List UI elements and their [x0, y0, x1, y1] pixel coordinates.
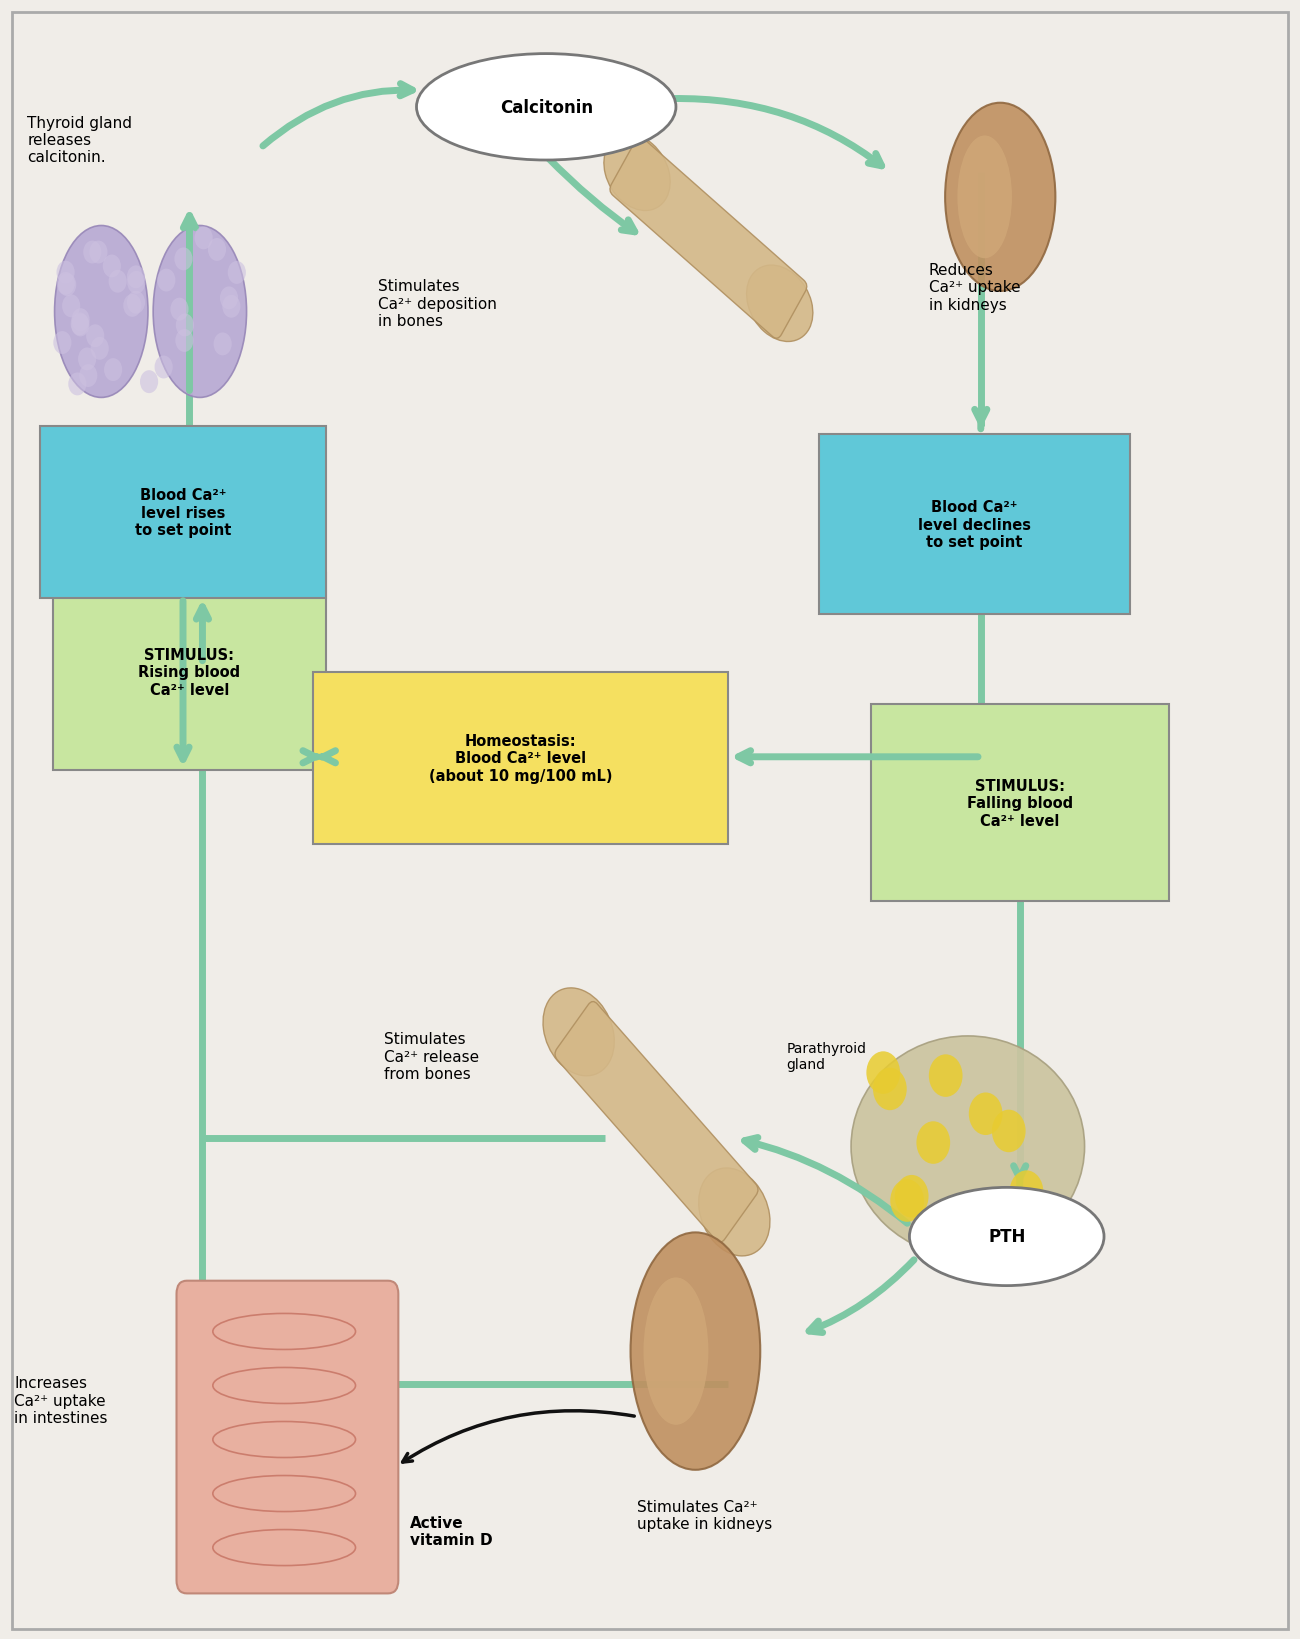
- Circle shape: [928, 1054, 962, 1096]
- Ellipse shape: [543, 988, 615, 1077]
- Ellipse shape: [957, 136, 1011, 259]
- Circle shape: [140, 370, 159, 393]
- Circle shape: [72, 310, 90, 333]
- Circle shape: [70, 313, 88, 336]
- Circle shape: [127, 292, 146, 315]
- Ellipse shape: [644, 1278, 708, 1424]
- Ellipse shape: [153, 226, 247, 398]
- Circle shape: [891, 1180, 924, 1223]
- Circle shape: [157, 269, 176, 292]
- Text: Active
vitamin D: Active vitamin D: [410, 1514, 493, 1547]
- Text: STIMULUS:
Falling blood
Ca²⁺ level: STIMULUS: Falling blood Ca²⁺ level: [967, 779, 1072, 828]
- Circle shape: [176, 329, 194, 352]
- Circle shape: [79, 365, 98, 388]
- FancyBboxPatch shape: [819, 434, 1130, 615]
- Ellipse shape: [698, 1169, 770, 1255]
- Ellipse shape: [55, 226, 148, 398]
- Circle shape: [109, 270, 126, 293]
- FancyBboxPatch shape: [177, 1282, 398, 1593]
- FancyBboxPatch shape: [555, 1001, 758, 1242]
- Ellipse shape: [910, 1188, 1104, 1287]
- Text: Increases
Ca²⁺ uptake
in intestines: Increases Ca²⁺ uptake in intestines: [14, 1375, 108, 1426]
- Ellipse shape: [604, 134, 671, 211]
- Circle shape: [992, 1110, 1026, 1152]
- Circle shape: [866, 1052, 900, 1095]
- Circle shape: [72, 315, 90, 338]
- Text: Calcitonin: Calcitonin: [499, 98, 593, 116]
- FancyBboxPatch shape: [871, 705, 1169, 901]
- Circle shape: [195, 228, 213, 251]
- Text: Blood Ca²⁺
level declines
to set point: Blood Ca²⁺ level declines to set point: [918, 500, 1031, 549]
- Text: Stimulates Ca²⁺
uptake in kidneys: Stimulates Ca²⁺ uptake in kidneys: [637, 1498, 772, 1531]
- Ellipse shape: [630, 1233, 760, 1470]
- Ellipse shape: [416, 54, 676, 161]
- Circle shape: [62, 295, 81, 318]
- FancyBboxPatch shape: [40, 426, 326, 598]
- Text: Parathyroid
gland: Parathyroid gland: [786, 1042, 866, 1072]
- Ellipse shape: [945, 103, 1056, 292]
- Text: PTH: PTH: [988, 1228, 1026, 1246]
- Circle shape: [208, 239, 226, 262]
- Circle shape: [56, 262, 74, 285]
- FancyBboxPatch shape: [53, 574, 326, 770]
- Circle shape: [83, 241, 101, 264]
- Ellipse shape: [852, 1036, 1084, 1257]
- Circle shape: [222, 295, 240, 318]
- Circle shape: [53, 331, 72, 354]
- Circle shape: [170, 298, 188, 321]
- Text: Stimulates
Ca²⁺ deposition
in bones: Stimulates Ca²⁺ deposition in bones: [377, 279, 497, 329]
- Circle shape: [874, 1069, 906, 1111]
- Circle shape: [894, 1175, 928, 1218]
- Ellipse shape: [746, 266, 812, 343]
- FancyBboxPatch shape: [313, 672, 728, 844]
- Circle shape: [103, 256, 121, 279]
- Text: STIMULUS:
Rising blood
Ca²⁺ level: STIMULUS: Rising blood Ca²⁺ level: [138, 647, 240, 697]
- Circle shape: [127, 266, 146, 288]
- Circle shape: [69, 374, 86, 397]
- Text: Reduces
Ca²⁺ uptake
in kidneys: Reduces Ca²⁺ uptake in kidneys: [930, 262, 1021, 313]
- Text: Thyroid gland
releases
calcitonin.: Thyroid gland releases calcitonin.: [27, 116, 133, 166]
- Circle shape: [57, 272, 75, 295]
- Circle shape: [968, 1093, 1002, 1136]
- Circle shape: [916, 1121, 950, 1164]
- Circle shape: [91, 338, 109, 361]
- Text: Homeostasis:
Blood Ca²⁺ level
(about 10 mg/100 mL): Homeostasis: Blood Ca²⁺ level (about 10 …: [429, 733, 612, 783]
- Text: Stimulates
Ca²⁺ release
from bones: Stimulates Ca²⁺ release from bones: [384, 1033, 480, 1082]
- Circle shape: [127, 272, 146, 295]
- Circle shape: [58, 274, 77, 297]
- Circle shape: [174, 247, 192, 270]
- Circle shape: [86, 325, 104, 347]
- Circle shape: [78, 347, 96, 370]
- Circle shape: [213, 333, 231, 356]
- Circle shape: [104, 359, 122, 382]
- Circle shape: [176, 315, 194, 338]
- Circle shape: [155, 356, 173, 379]
- Circle shape: [1010, 1170, 1044, 1213]
- Text: Blood Ca²⁺
level rises
to set point: Blood Ca²⁺ level rises to set point: [135, 488, 231, 538]
- FancyBboxPatch shape: [610, 138, 807, 339]
- Circle shape: [124, 295, 142, 318]
- Circle shape: [220, 287, 238, 310]
- Circle shape: [90, 241, 108, 264]
- Circle shape: [227, 262, 246, 285]
